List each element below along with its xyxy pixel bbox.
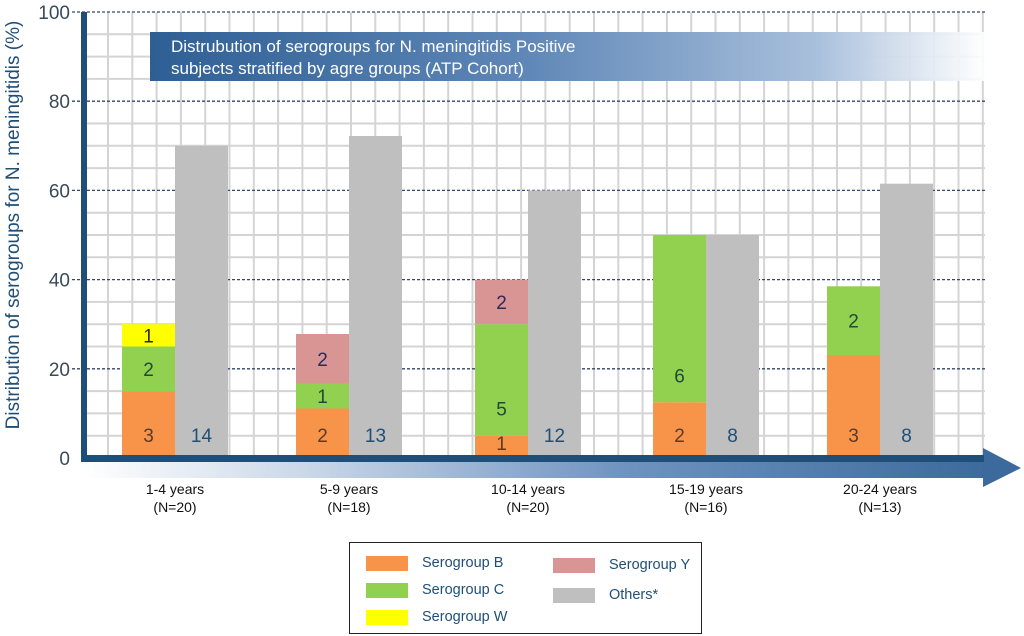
data-label: 1 — [496, 434, 507, 455]
bar-segment-serogroup-y — [296, 334, 349, 384]
data-label: 6 — [674, 366, 685, 387]
legend-label: Serogroup C — [422, 582, 505, 598]
bar-others — [175, 145, 228, 459]
x-axis-line — [81, 455, 984, 462]
x-tick-label-n: (N=16) — [684, 499, 727, 515]
x-tick-label: 15-19 years — [669, 481, 743, 497]
data-label: 3 — [848, 426, 859, 447]
legend-swatch — [366, 609, 408, 625]
bar-segment-serogroup-b — [653, 402, 706, 458]
chart-title-line-1: Distrubution of serogroups for N. mening… — [171, 37, 575, 56]
x-tick-label-n: (N=20) — [153, 499, 196, 515]
data-label: 2 — [496, 293, 507, 314]
y-axis-label: Distribution of serogroups for N. mening… — [3, 21, 24, 430]
bars — [122, 135, 933, 459]
legend-label: Serogroup W — [422, 609, 508, 625]
axes — [81, 12, 1021, 487]
bar-others — [349, 135, 402, 458]
data-label: 8 — [901, 426, 912, 447]
x-tick-label-n: (N=18) — [327, 499, 370, 515]
data-label: 2 — [143, 360, 154, 381]
legend-swatch — [553, 557, 595, 573]
bar-others — [528, 190, 581, 458]
data-label: 2 — [674, 426, 685, 447]
legend-item-serogroup-b: Serogroup B — [366, 553, 503, 573]
x-categories: 1-4 years (N=20) 5-9 years (N=18) 10-14 year… — [146, 481, 917, 515]
data-label: 3 — [143, 426, 154, 447]
data-label: 5 — [496, 400, 507, 421]
bar-others — [706, 235, 759, 458]
bar-segment-serogroup-y — [475, 279, 528, 325]
x-tick-label: 1-4 years — [146, 481, 204, 497]
x-tick-label: 5-9 years — [320, 481, 378, 497]
chart-title-line-2: subjects stratified by agre groups (ATP … — [171, 59, 524, 78]
bar-segment-serogroup-c — [475, 324, 528, 436]
bar-segment-serogroup-b — [122, 391, 175, 458]
y-axis-line — [81, 12, 87, 462]
y-tick-label: 20 — [49, 360, 70, 381]
data-label: 2 — [317, 426, 328, 447]
data-label: 14 — [191, 426, 213, 447]
data-label: 13 — [365, 426, 386, 447]
bar-segment-serogroup-c — [827, 286, 880, 355]
y-tick-label: 40 — [49, 271, 70, 292]
x-axis-arrow-shaft — [84, 461, 984, 478]
data-label: 1 — [317, 387, 328, 408]
legend-item-serogroup-w: Serogroup W — [366, 607, 507, 627]
bar-segment-serogroup-b — [475, 435, 528, 458]
legend: Serogroup B Serogroup C Serogroup W Sero… — [349, 542, 702, 634]
x-tick-label: 10-14 years — [491, 481, 565, 497]
legend-item-serogroup-y: Serogroup Y — [553, 555, 690, 575]
y-tick-label: 100 — [38, 3, 70, 24]
y-tick-label: 60 — [49, 181, 70, 202]
bar-segment-serogroup-c — [653, 235, 706, 403]
data-label: 1 — [143, 326, 154, 347]
bar-segment-serogroup-c — [122, 346, 175, 392]
bar-others — [880, 183, 933, 458]
y-tick-label: 80 — [49, 92, 70, 113]
y-ticks: 0 20 40 60 80 100 — [38, 3, 70, 470]
legend-item-serogroup-c: Serogroup C — [366, 580, 504, 600]
data-label: 2 — [848, 312, 859, 333]
data-label: 2 — [317, 350, 328, 371]
bar-segment-serogroup-b — [296, 408, 349, 458]
legend-swatch — [366, 555, 408, 571]
data-label: 8 — [727, 426, 738, 447]
y-tick-label: 0 — [59, 449, 70, 470]
data-label: 12 — [544, 426, 565, 447]
legend-item-others: Others* — [553, 585, 658, 605]
x-tick-label: 20-24 years — [843, 481, 917, 497]
legend-swatch — [366, 582, 408, 598]
bar-segment-serogroup-c — [296, 383, 349, 409]
legend-label: Serogroup B — [422, 555, 504, 571]
legend-label: Serogroup Y — [609, 557, 691, 573]
x-axis-arrow-head — [983, 448, 1021, 487]
legend-swatch — [553, 587, 595, 603]
bar-segment-serogroup-b — [827, 354, 880, 458]
x-tick-label-n: (N=20) — [506, 499, 549, 515]
bar-segment-serogroup-w — [122, 324, 175, 347]
legend-label: Others* — [609, 587, 659, 603]
x-tick-label-n: (N=13) — [858, 499, 901, 515]
title-banner — [150, 32, 986, 81]
